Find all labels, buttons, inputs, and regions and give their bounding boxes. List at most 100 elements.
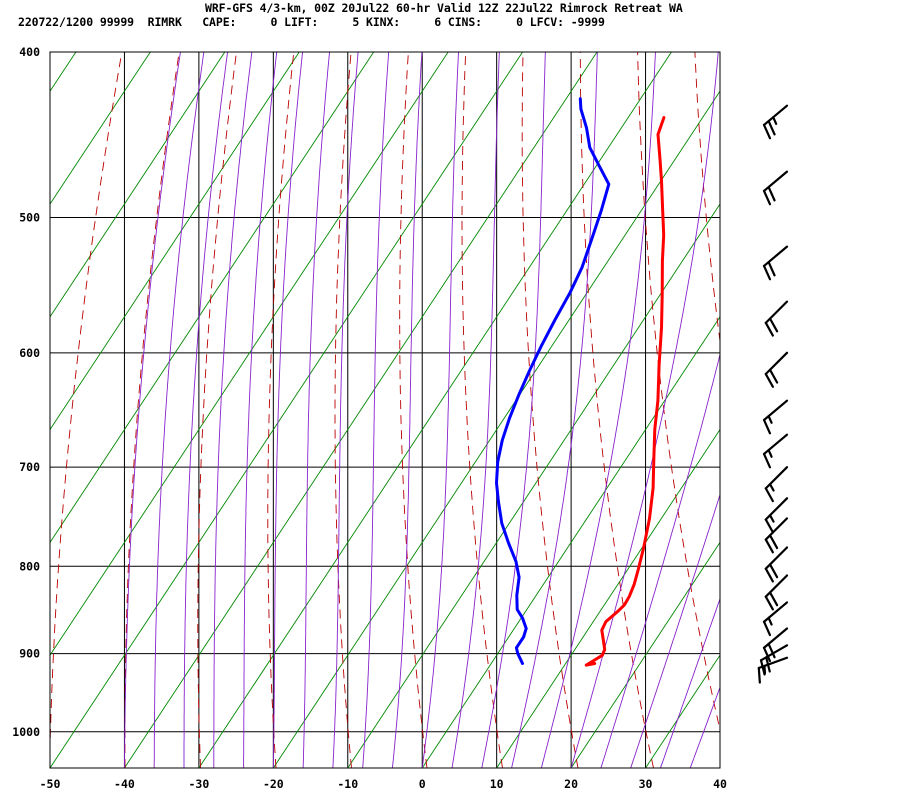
pressure-tick-labels: 400 500 600 700 800 900 1000 (12, 45, 40, 739)
plot-frame (49, 51, 721, 769)
temperature-tick-30: 30 (639, 777, 653, 791)
dry-adiabat (867, 52, 900, 768)
wind-barb-flag (762, 620, 772, 637)
pressure-tick-700: 700 (19, 460, 40, 474)
wind-barb-staff (762, 601, 789, 623)
wind-barb (764, 517, 789, 554)
temperature-tick--40: -40 (114, 777, 135, 791)
wind-barb-staff (764, 300, 789, 324)
skewed-isotherm (50, 52, 523, 768)
wind-barb (762, 601, 789, 637)
moist-adiabat (153, 52, 205, 768)
moist-adiabat (123, 52, 181, 768)
moist-adiabat (659, 597, 720, 768)
moist-adiabat (451, 52, 500, 768)
wind-barb-half-flag (767, 449, 773, 458)
moist-adiabat (481, 52, 546, 768)
skewed-isotherm (50, 52, 375, 544)
temperature-tick--10: -10 (337, 777, 358, 791)
moist-adiabat (302, 52, 331, 768)
wind-barb-flag (762, 418, 772, 435)
wind-barb (762, 399, 789, 435)
wind-barb-half-flag (772, 116, 778, 125)
wind-barb-staff (764, 351, 789, 376)
wind-barb (764, 351, 789, 388)
moist-adiabat (511, 52, 598, 768)
wind-barb (764, 574, 789, 611)
wind-barb (764, 466, 789, 503)
dewpoint-trace (495, 97, 611, 665)
wind-barb-flag (768, 591, 779, 607)
skewed-isotherm (570, 541, 720, 768)
wind-barb-flag (764, 518, 774, 534)
wind-barb-flag (764, 321, 774, 337)
wind-barb-flag (768, 563, 779, 579)
moist-adiabat (243, 52, 278, 768)
wind-barb-half-flag (767, 616, 773, 626)
temperature-tick-20: 20 (564, 777, 578, 791)
sounding-traces (495, 97, 666, 667)
pressure-temperature-grid (50, 51, 720, 768)
wind-barb-flag (764, 567, 774, 583)
wind-barb (762, 627, 789, 663)
dry-adiabat (399, 52, 428, 768)
skewed-isotherm (50, 52, 449, 657)
moist-adiabat (540, 52, 656, 768)
skewed-isotherm (272, 90, 720, 768)
dry-adiabat (752, 52, 880, 768)
skewed-isotherm (50, 52, 300, 431)
temperature-tick-labels: -50 -40 -30 -20 -10 0 10 20 30 40 (40, 777, 727, 791)
moist-adiabat (213, 52, 253, 768)
moist-adiabat (183, 52, 229, 768)
moist-adiabat (719, 766, 720, 768)
temperature-tick-10: 10 (490, 777, 504, 791)
skewed-isotherm (50, 52, 226, 318)
moist-adiabat (630, 493, 720, 768)
wind-barb (762, 170, 789, 206)
wind-barb-flag (764, 538, 774, 554)
wind-barb-half-flag (767, 415, 773, 424)
wind-barb-staff (764, 466, 789, 490)
wind-barb (764, 497, 789, 534)
wind-barb-staff (764, 497, 789, 521)
moist-adiabat (421, 52, 459, 768)
temperature-tick--20: -20 (263, 777, 284, 791)
moist-adiabat (391, 52, 423, 768)
dry-adiabat (521, 52, 579, 768)
wind-barb-flag (767, 642, 776, 659)
wind-barb-half-flag (768, 483, 775, 492)
wind-barb-staff (764, 517, 789, 541)
wind-barb-flag (767, 119, 776, 136)
wind-barb-flag (762, 646, 772, 663)
wind-barb-flag (768, 368, 779, 384)
wind-barb-staff (764, 574, 789, 598)
wind-barb-flag (762, 264, 772, 281)
wind-barb-flag (762, 452, 772, 469)
temperature-tick-0: 0 (419, 777, 426, 791)
skewed-isotherm (0, 52, 1, 768)
temperature-tick-40: 40 (713, 777, 727, 791)
moist-adiabat (600, 352, 720, 768)
skewed-isotherm (421, 316, 720, 768)
wind-barb-flag (764, 595, 774, 611)
dry-adiabat (637, 52, 720, 733)
dry-adiabat (124, 52, 180, 768)
pressure-tick-600: 600 (19, 346, 40, 360)
wind-barb-flag (764, 372, 774, 388)
dry-adiabat (579, 52, 654, 768)
wind-barb-staff (762, 245, 789, 268)
wind-barb-staff (762, 399, 789, 422)
wind-barb-flag (768, 317, 779, 333)
pressure-tick-900: 900 (19, 647, 40, 661)
thermodynamic-background-lines (0, 52, 900, 768)
moist-adiabat (332, 52, 359, 768)
wind-barb (764, 546, 789, 583)
wind-barb-staff (764, 546, 789, 570)
temperature-trace (584, 116, 666, 667)
dry-adiabat (267, 52, 295, 768)
pressure-tick-500: 500 (19, 211, 40, 225)
wind-barb-staff (762, 170, 789, 193)
skewed-isotherm (719, 767, 720, 768)
skewed-isotherm (496, 428, 720, 768)
